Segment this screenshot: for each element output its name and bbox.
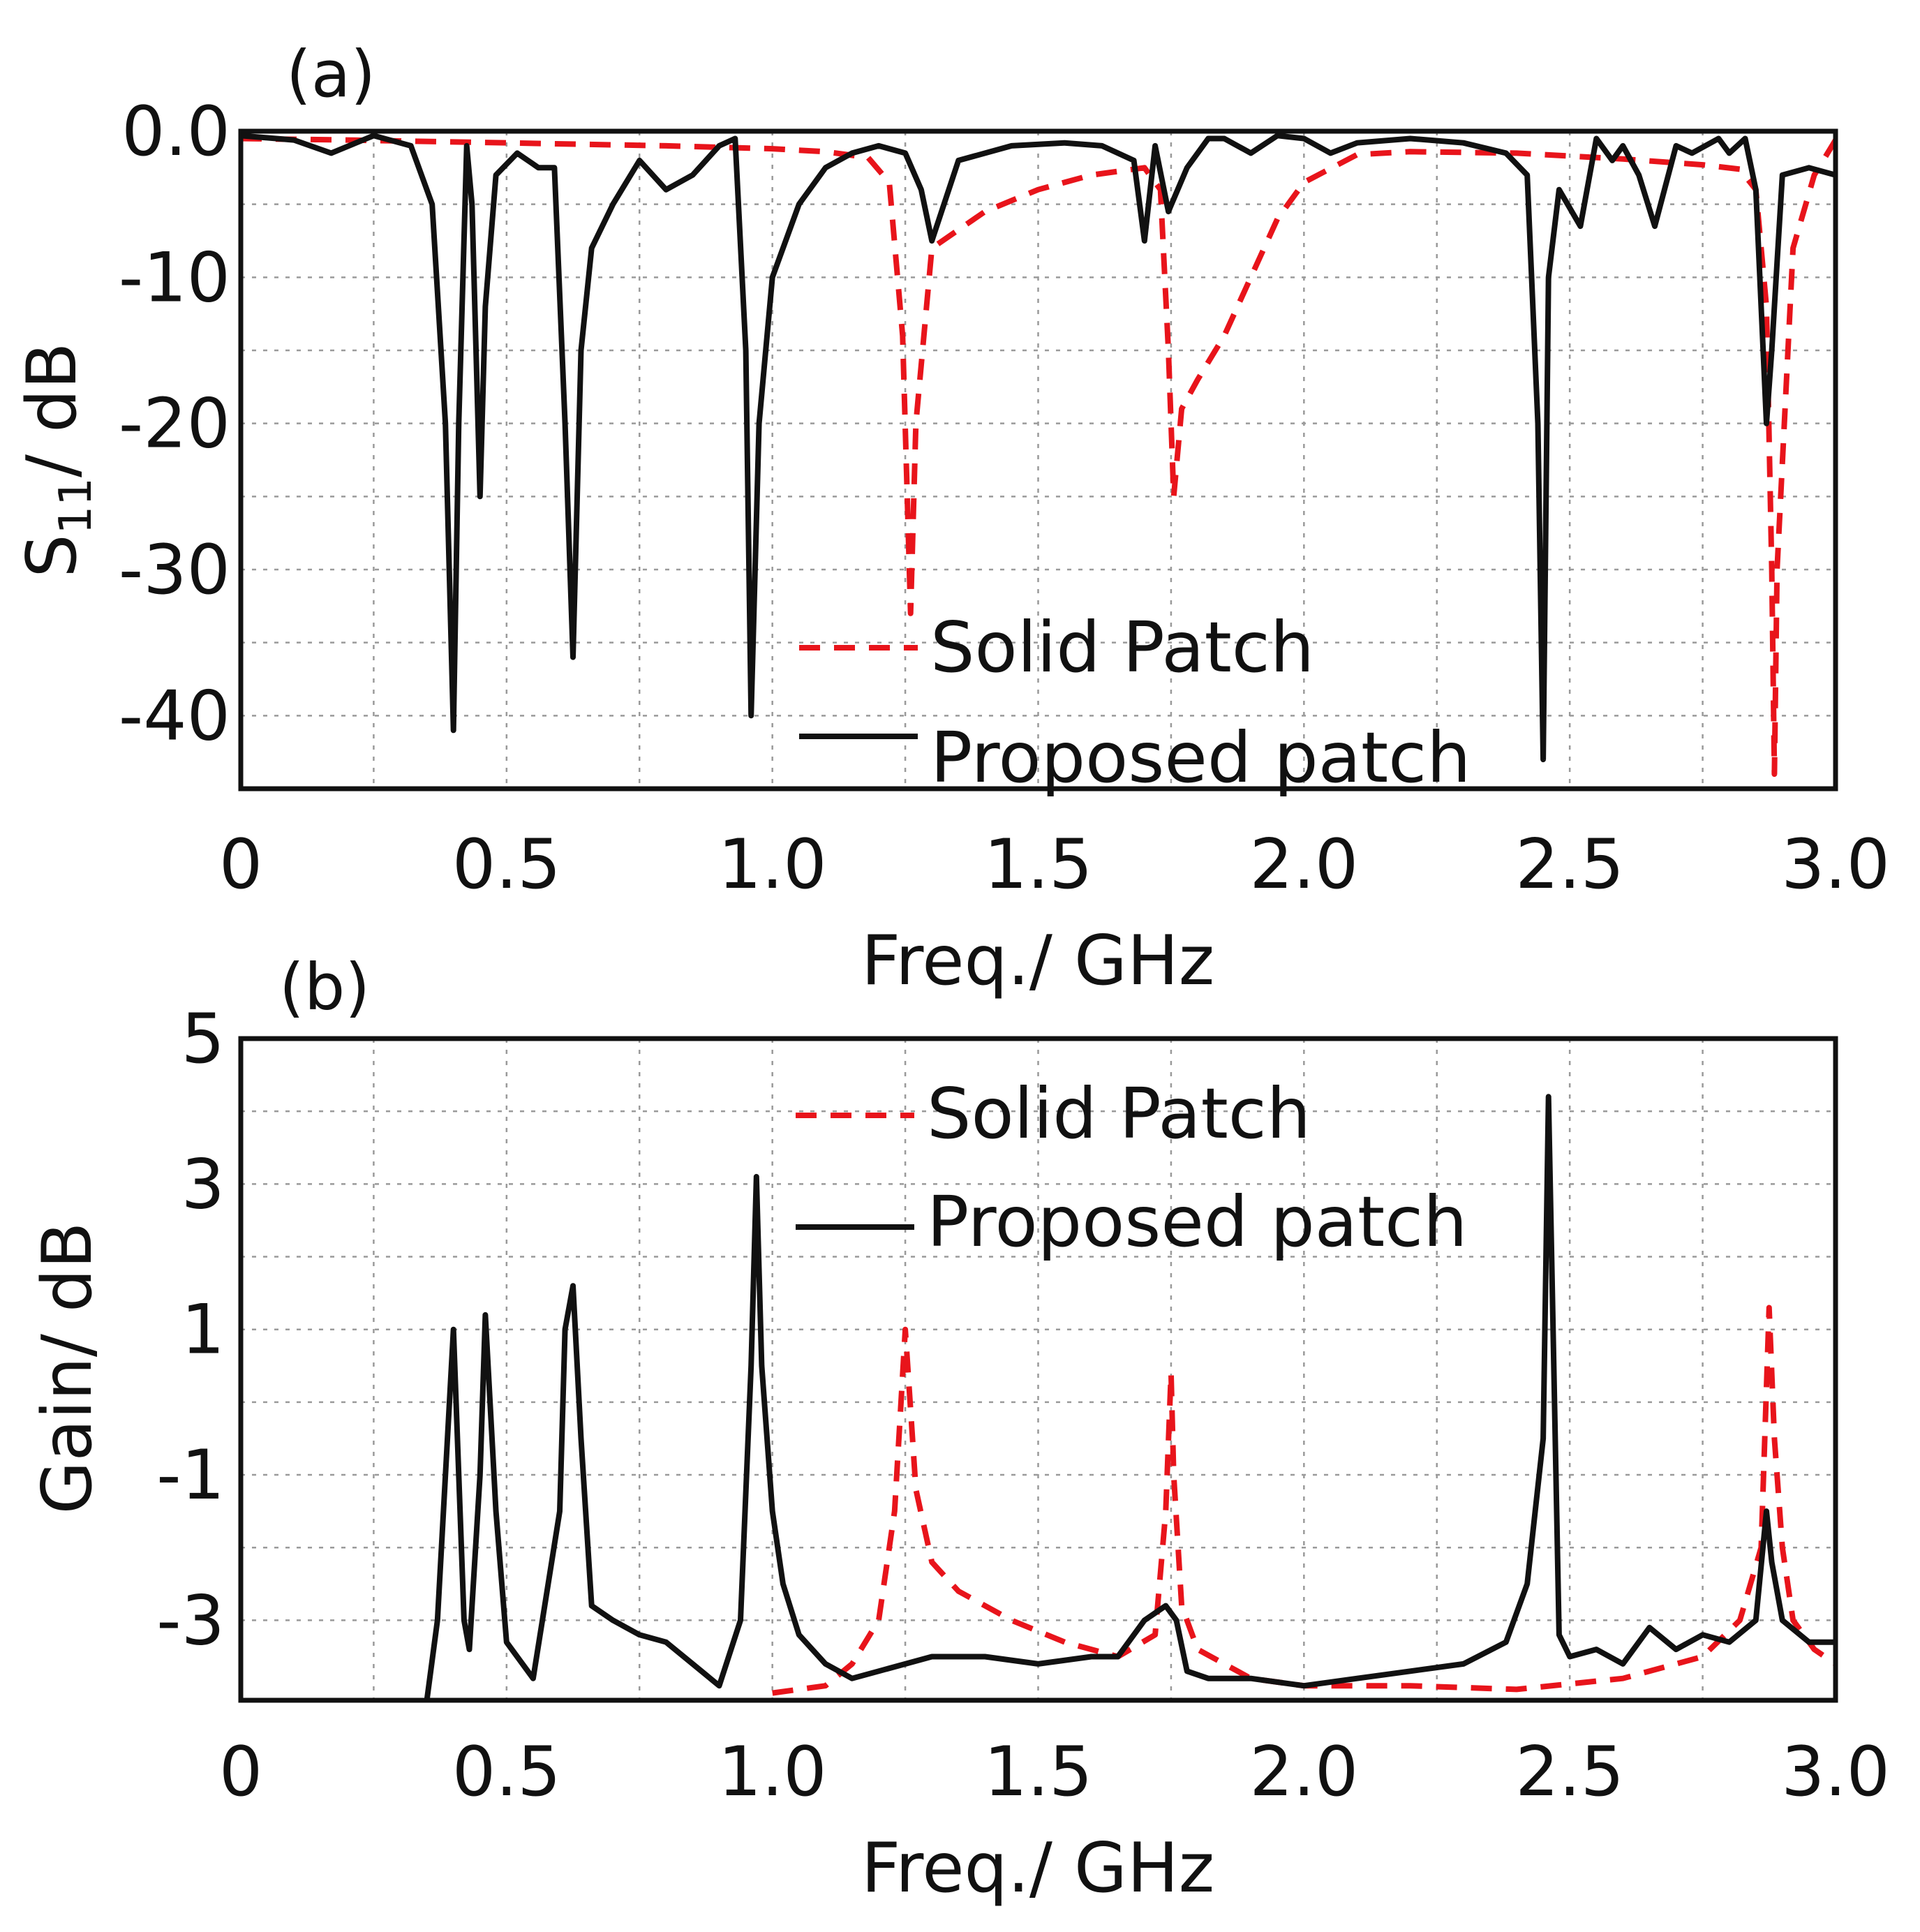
x-tick-label: 2.5 — [1515, 825, 1624, 905]
y-tick-label: 1 — [181, 1291, 225, 1370]
panel-a-y-axis-title: S11/ dB — [13, 342, 102, 577]
x-tick-label: 3.0 — [1781, 1732, 1890, 1812]
ylabel-rest: / dB — [13, 342, 92, 477]
x-tick-label: 2.0 — [1249, 825, 1358, 905]
legend-b-proposed-patch-label: Proposed patch — [927, 1181, 1468, 1263]
panel-label-b: (b) — [279, 950, 370, 1025]
y-tick-label: -1 — [156, 1436, 225, 1515]
ylabel-subscript: 11 — [50, 477, 102, 534]
y-tick-label: 0.0 — [121, 92, 230, 172]
y-tick-label: 5 — [181, 1000, 225, 1079]
x-tick-label: 3.0 — [1781, 825, 1890, 905]
legend-b-solid-patch-label: Solid Patch — [927, 1073, 1311, 1154]
panel-b-x-axis-title: Freq./ GHz — [861, 1829, 1214, 1908]
y-tick-label: 3 — [181, 1145, 225, 1224]
y-tick-label: -3 — [156, 1581, 225, 1660]
panel-b-y-ticks: 5 3 1 -1 -3 — [156, 1000, 225, 1660]
panel-a-s11-chart: (a) 0 0.5 1.0 1.5 2.0 2.5 3.0 0.0-10-20-30-40 … — [13, 37, 1890, 1001]
x-tick-label: 1.5 — [984, 825, 1093, 905]
x-tick-label: 0 — [219, 1732, 262, 1812]
x-tick-label: 0 — [219, 825, 262, 905]
panel-b-frame — [238, 1036, 1838, 1703]
x-tick-label: 2.0 — [1249, 1732, 1358, 1812]
x-tick-label: 0.5 — [452, 1732, 561, 1812]
series-proposed-patch — [241, 133, 1836, 763]
x-tick-label: 1.0 — [718, 825, 827, 905]
panel-a-y-ticks: 0.0 -10 -20 -30 -40 — [119, 92, 230, 756]
panel-a-frame — [238, 128, 1838, 792]
panel-b-x-ticks: 0 0.5 1.0 1.5 2.0 2.5 3.0 — [219, 1732, 1890, 1812]
panel-label-a: (a) — [286, 37, 375, 112]
panel-b-legend: Solid Patch Proposed patch — [796, 1073, 1468, 1263]
y-tick-label: -40 — [119, 676, 230, 756]
y-tick-label: -10 — [119, 238, 230, 318]
x-tick-label: 1.0 — [718, 1732, 827, 1812]
panel-b-gain-chart: (b) 0 0.5 1.0 1.5 2.0 2.5 3.0 5 3 1 -1 -3 Freq./ G… — [28, 950, 1890, 1908]
x-tick-label: 1.5 — [984, 1732, 1093, 1812]
y-tick-label: -30 — [119, 530, 230, 610]
panel-a-series — [241, 133, 1836, 778]
panel-a-x-axis-title: Freq./ GHz — [861, 921, 1214, 1001]
panel-b-series — [424, 1094, 1836, 1700]
x-tick-label: 0.5 — [452, 825, 561, 905]
panel-a-x-ticks: 0 0.5 1.0 1.5 2.0 2.5 3.0 — [219, 825, 1890, 905]
panel-a-legend: Solid Patch Proposed patch — [799, 607, 1471, 798]
panel-b-grid — [241, 1039, 1836, 1700]
legend-a-proposed-patch-label: Proposed patch — [930, 717, 1471, 798]
panel-b-y-axis-title: Gain/ dB — [28, 1222, 107, 1515]
y-tick-label: -20 — [119, 385, 230, 464]
legend-a-solid-patch-label: Solid Patch — [930, 607, 1314, 688]
ylabel-s: S — [13, 534, 92, 577]
series-proposed-patch — [424, 1094, 1836, 1700]
x-tick-label: 2.5 — [1515, 1732, 1624, 1812]
series-solid-patch — [241, 135, 1836, 778]
